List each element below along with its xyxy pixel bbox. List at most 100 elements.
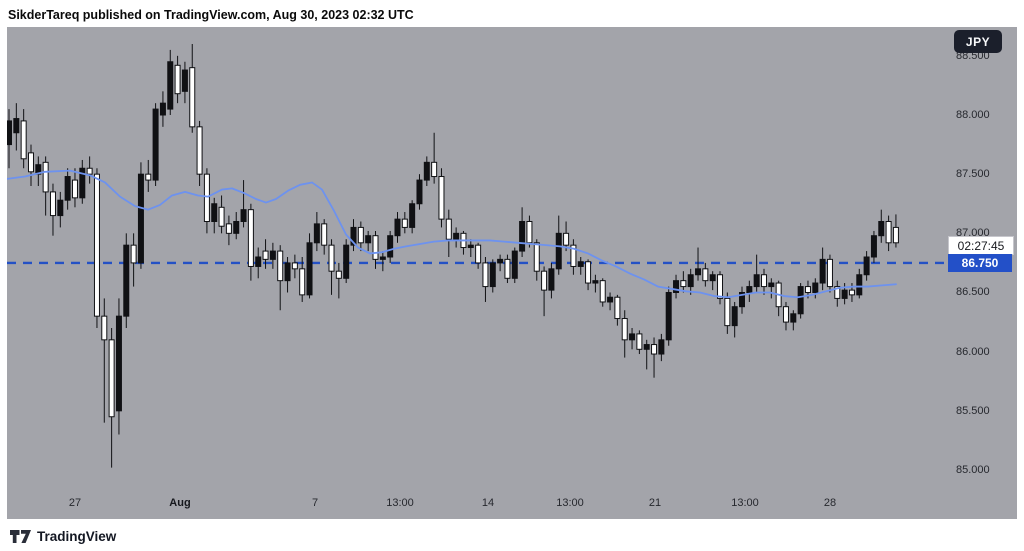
candle-up bbox=[768, 282, 775, 288]
candle-down bbox=[541, 270, 548, 291]
candle-up bbox=[57, 199, 64, 217]
tradingview-logo-icon bbox=[10, 529, 31, 543]
candle-down bbox=[189, 67, 196, 128]
candle-down bbox=[431, 161, 438, 178]
candle-up bbox=[394, 218, 401, 237]
candle-up bbox=[7, 120, 12, 146]
candle-up bbox=[819, 258, 826, 284]
candle-up bbox=[797, 286, 804, 315]
candle-down bbox=[247, 209, 254, 267]
candle-up bbox=[592, 280, 599, 284]
time-axis-label: 27 bbox=[68, 497, 82, 509]
time-axis-label: 21 bbox=[648, 497, 662, 509]
symbol-badge[interactable]: JPY bbox=[954, 30, 1002, 53]
candle-up bbox=[870, 235, 877, 258]
candle-down bbox=[826, 258, 833, 288]
candle-up bbox=[159, 102, 166, 116]
candle-down bbox=[225, 223, 232, 234]
candle-down bbox=[651, 344, 658, 355]
candle-down bbox=[145, 173, 152, 181]
candle-down bbox=[196, 126, 203, 175]
candle-down bbox=[174, 64, 181, 95]
candle-up bbox=[240, 209, 247, 222]
time-axis-label: 13:00 bbox=[386, 497, 414, 509]
current-price-tag: 86.750 bbox=[948, 254, 1012, 272]
candle-up bbox=[643, 344, 650, 350]
candle-down bbox=[277, 250, 284, 282]
candle-up bbox=[841, 289, 848, 299]
candle-down bbox=[717, 274, 724, 299]
candle-down bbox=[203, 173, 210, 222]
candle-up bbox=[416, 179, 423, 205]
candle-up bbox=[753, 274, 760, 288]
candle-up bbox=[306, 242, 313, 296]
price-axis-label: 88.000 bbox=[956, 109, 990, 121]
candle-down bbox=[357, 226, 364, 244]
candle-down bbox=[438, 176, 445, 220]
candle-down bbox=[49, 191, 56, 217]
candle-down bbox=[262, 250, 269, 260]
price-axis-label: 85.500 bbox=[956, 404, 990, 417]
brand-text: TradingView bbox=[37, 528, 117, 544]
time-axis-label: 28 bbox=[823, 497, 837, 509]
candle-down bbox=[27, 152, 34, 173]
time-axis-label: 13:00 bbox=[731, 497, 759, 509]
price-axis-label: 85.000 bbox=[956, 463, 990, 476]
candle-down bbox=[401, 218, 408, 228]
bar-countdown: 02:27:45 bbox=[948, 236, 1014, 255]
candle-down bbox=[834, 286, 841, 299]
candle-down bbox=[93, 173, 100, 317]
candle-down bbox=[108, 339, 115, 418]
candle-up bbox=[548, 268, 555, 291]
price-axis-label: 87.500 bbox=[956, 168, 990, 181]
candle-down bbox=[702, 268, 709, 282]
time-axis-label: 13:00 bbox=[556, 497, 584, 509]
candle-up bbox=[709, 274, 716, 282]
candle-up bbox=[467, 244, 474, 249]
candle-down bbox=[570, 244, 577, 267]
candle-down bbox=[504, 258, 511, 279]
candle-up bbox=[658, 339, 665, 355]
candle-down bbox=[218, 206, 225, 227]
candle-up bbox=[555, 232, 562, 270]
candle-down bbox=[71, 179, 78, 199]
candle-down bbox=[42, 161, 49, 193]
price-axis-label: 86.500 bbox=[956, 286, 990, 299]
candle-up bbox=[313, 223, 320, 244]
candle-up bbox=[167, 61, 174, 110]
candle-down bbox=[321, 223, 328, 246]
candle-up bbox=[409, 203, 416, 228]
chart-area[interactable]: 88.500 88.000 87.500 87.000 86.500 86.000 85.5… bbox=[7, 27, 1017, 519]
candle-up bbox=[497, 258, 504, 264]
candle-down bbox=[724, 297, 731, 327]
candle-up bbox=[665, 291, 672, 341]
time-axis-label: 14 bbox=[481, 497, 495, 509]
candle-down bbox=[328, 244, 335, 272]
candle-down bbox=[130, 244, 137, 264]
candle-up bbox=[790, 313, 797, 323]
candle-down bbox=[291, 262, 298, 270]
candle-down bbox=[782, 306, 789, 323]
candle-up bbox=[181, 69, 188, 92]
candle-up bbox=[379, 256, 386, 260]
candle-down bbox=[526, 220, 533, 244]
candle-up bbox=[878, 220, 885, 237]
footer-brand[interactable]: TradingView bbox=[10, 526, 116, 546]
candle-up bbox=[739, 291, 745, 308]
candle-down bbox=[482, 262, 489, 288]
candle-up bbox=[607, 296, 614, 303]
candle-up bbox=[115, 315, 122, 412]
candle-up bbox=[695, 268, 702, 276]
candlestick-plot[interactable] bbox=[7, 27, 1017, 519]
candle-down bbox=[101, 315, 108, 341]
candle-down bbox=[585, 261, 592, 284]
candle-up bbox=[79, 167, 86, 199]
candle-up bbox=[123, 244, 130, 317]
time-axis-label: Aug bbox=[169, 497, 191, 509]
candle-down bbox=[445, 218, 452, 240]
candle-down bbox=[372, 235, 379, 260]
candle-up bbox=[511, 250, 518, 279]
candle-down bbox=[636, 333, 643, 350]
candle-up bbox=[343, 244, 350, 279]
candle-up bbox=[350, 226, 357, 246]
